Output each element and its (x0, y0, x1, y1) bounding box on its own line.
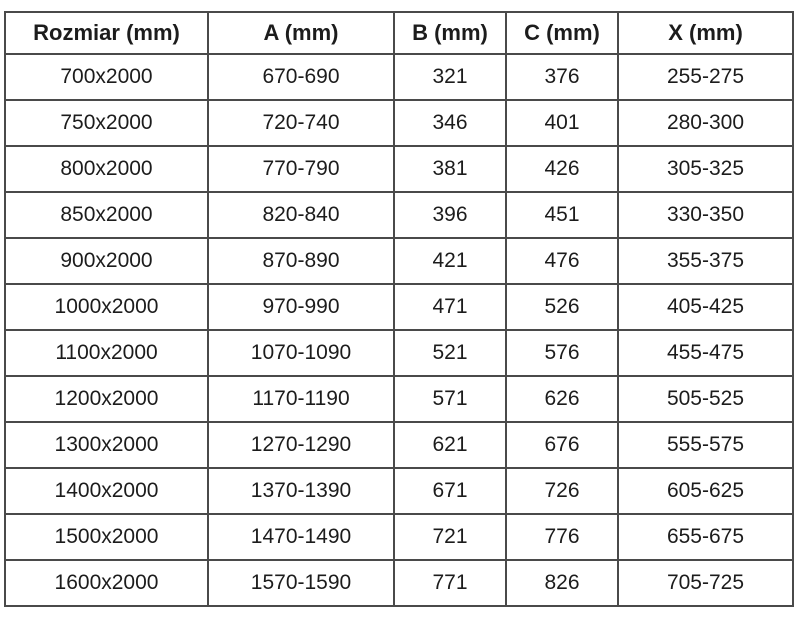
table-cell: 1100x2000 (4, 329, 209, 377)
table-cell: 670-690 (207, 53, 395, 101)
table-cell: 721 (393, 513, 507, 561)
table-cell: 720-740 (207, 99, 395, 147)
table-cell: 526 (505, 283, 619, 331)
table-row: 850x2000 820-840 396 451 330-350 (4, 191, 794, 239)
table-cell: 321 (393, 53, 507, 101)
table-cell: 376 (505, 53, 619, 101)
table-cell: 1170-1190 (207, 375, 395, 423)
table-row: 900x2000 870-890 421 476 355-375 (4, 237, 794, 285)
table-cell: 401 (505, 99, 619, 147)
table-row: 1000x2000 970-990 471 526 405-425 (4, 283, 794, 331)
table-cell: 280-300 (617, 99, 794, 147)
table-row: 1600x2000 1570-1590 771 826 705-725 (4, 559, 794, 607)
table-cell: 381 (393, 145, 507, 193)
table-row: 1500x2000 1470-1490 721 776 655-675 (4, 513, 794, 561)
table-header-row: Rozmiar (mm) A (mm) B (mm) C (mm) X (mm) (4, 11, 794, 55)
table-row: 1300x2000 1270-1290 621 676 555-575 (4, 421, 794, 469)
header-cell-b: B (mm) (393, 11, 507, 55)
header-cell-x: X (mm) (617, 11, 794, 55)
table-cell: 305-325 (617, 145, 794, 193)
table-cell: 770-790 (207, 145, 395, 193)
table-cell: 726 (505, 467, 619, 515)
table-cell: 820-840 (207, 191, 395, 239)
table-row: 700x2000 670-690 321 376 255-275 (4, 53, 794, 101)
table-cell: 671 (393, 467, 507, 515)
table-cell: 571 (393, 375, 507, 423)
table-cell: 396 (393, 191, 507, 239)
table-cell: 255-275 (617, 53, 794, 101)
table-cell: 555-575 (617, 421, 794, 469)
table-cell: 451 (505, 191, 619, 239)
table-body: 700x2000 670-690 321 376 255-275 750x2000 720-… (4, 53, 794, 607)
table-cell: 1200x2000 (4, 375, 209, 423)
table-cell: 576 (505, 329, 619, 377)
table-cell: 1470-1490 (207, 513, 395, 561)
header-cell-c: C (mm) (505, 11, 619, 55)
table-cell: 1370-1390 (207, 467, 395, 515)
table-cell: 700x2000 (4, 53, 209, 101)
table-cell: 970-990 (207, 283, 395, 331)
table-cell: 1270-1290 (207, 421, 395, 469)
table-cell: 1070-1090 (207, 329, 395, 377)
table-cell: 421 (393, 237, 507, 285)
table-cell: 426 (505, 145, 619, 193)
table-row: 1400x2000 1370-1390 671 726 605-625 (4, 467, 794, 515)
table-cell: 750x2000 (4, 99, 209, 147)
table-cell: 850x2000 (4, 191, 209, 239)
table-cell: 1570-1590 (207, 559, 395, 607)
table-cell: 655-675 (617, 513, 794, 561)
table-cell: 900x2000 (4, 237, 209, 285)
table-cell: 505-525 (617, 375, 794, 423)
table-cell: 626 (505, 375, 619, 423)
table-row: 800x2000 770-790 381 426 305-325 (4, 145, 794, 193)
table-cell: 676 (505, 421, 619, 469)
table-cell: 776 (505, 513, 619, 561)
table-row: 1100x2000 1070-1090 521 576 455-475 (4, 329, 794, 377)
table-cell: 455-475 (617, 329, 794, 377)
table-row: 750x2000 720-740 346 401 280-300 (4, 99, 794, 147)
table-cell: 476 (505, 237, 619, 285)
table-cell: 1600x2000 (4, 559, 209, 607)
header-cell-rozmiar: Rozmiar (mm) (4, 11, 209, 55)
table-cell: 355-375 (617, 237, 794, 285)
table-cell: 621 (393, 421, 507, 469)
table-cell: 346 (393, 99, 507, 147)
table-cell: 870-890 (207, 237, 395, 285)
table-cell: 471 (393, 283, 507, 331)
table-cell: 1300x2000 (4, 421, 209, 469)
header-cell-a: A (mm) (207, 11, 395, 55)
table-cell: 800x2000 (4, 145, 209, 193)
table-cell: 605-625 (617, 467, 794, 515)
table-cell: 705-725 (617, 559, 794, 607)
table-cell: 330-350 (617, 191, 794, 239)
size-specification-table: Rozmiar (mm) A (mm) B (mm) C (mm) X (mm)… (4, 11, 794, 607)
table-cell: 1500x2000 (4, 513, 209, 561)
table-cell: 405-425 (617, 283, 794, 331)
table-cell: 826 (505, 559, 619, 607)
table-cell: 771 (393, 559, 507, 607)
table-row: 1200x2000 1170-1190 571 626 505-525 (4, 375, 794, 423)
table-cell: 521 (393, 329, 507, 377)
table-cell: 1400x2000 (4, 467, 209, 515)
table-cell: 1000x2000 (4, 283, 209, 331)
